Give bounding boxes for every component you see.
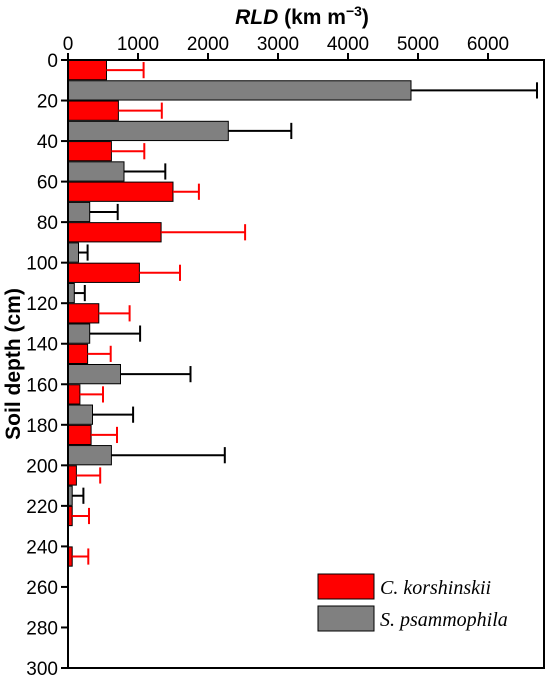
y-tick-label: 220 bbox=[26, 497, 58, 518]
legend-swatch-c-korshinskii bbox=[317, 573, 375, 600]
x-tick-label: 3000 bbox=[257, 34, 299, 55]
y-tick-label: 180 bbox=[26, 416, 58, 437]
y-tick-label: 80 bbox=[37, 213, 58, 234]
bar-s-psammophila bbox=[67, 201, 91, 223]
bar-s-psammophila bbox=[67, 404, 93, 425]
bar-c-korshinskii bbox=[67, 181, 174, 202]
bar-c-korshinskii bbox=[67, 222, 162, 243]
legend-swatch-s-psammophila bbox=[317, 605, 375, 632]
x-axis-title: RLD (km m−3) bbox=[235, 3, 369, 29]
y-tick-label: 20 bbox=[37, 92, 58, 113]
bar-c-korshinskii bbox=[67, 343, 89, 365]
y-axis: 0 20 40 60 80 100 120 140 160 180 200 220 240 260 280 3… bbox=[26, 51, 68, 680]
bar-s-psammophila bbox=[67, 364, 121, 385]
y-tick-label: 240 bbox=[26, 537, 58, 558]
bar-c-korshinskii bbox=[67, 141, 112, 162]
y-tick-label: 260 bbox=[26, 578, 58, 599]
x-tick-label: 0 bbox=[63, 34, 74, 55]
y-tick-label: 0 bbox=[47, 51, 58, 72]
bar-c-korshinskii bbox=[67, 384, 81, 405]
legend-label-c-korshinskii: C. korshinskii bbox=[380, 577, 491, 599]
bar-c-korshinskii bbox=[67, 100, 119, 121]
bar-s-psammophila bbox=[67, 161, 125, 182]
y-tick-label: 200 bbox=[26, 456, 58, 477]
error-bars-layer bbox=[72, 62, 538, 565]
bar-c-korshinskii bbox=[67, 303, 100, 324]
y-tick-label: 60 bbox=[37, 173, 58, 194]
y-tick-label: 300 bbox=[26, 659, 58, 680]
bar-s-psammophila bbox=[67, 242, 79, 263]
bar-s-psammophila bbox=[67, 445, 112, 466]
legend: C. korshinskii S. psammophila bbox=[317, 573, 508, 632]
x-tick-label: 4000 bbox=[327, 34, 369, 55]
bar-s-psammophila bbox=[67, 120, 229, 142]
y-tick-label: 140 bbox=[26, 335, 58, 356]
bar-c-korshinskii bbox=[67, 262, 140, 283]
y-tick-label: 100 bbox=[26, 254, 58, 275]
x-tick-label: 1000 bbox=[117, 34, 159, 55]
y-tick-label: 120 bbox=[26, 294, 58, 315]
plot-frame bbox=[67, 59, 545, 669]
legend-label-s-psammophila: S. psammophila bbox=[380, 609, 508, 631]
y-tick-label: 40 bbox=[37, 132, 58, 153]
y-tick-label: 160 bbox=[26, 375, 58, 396]
bar-s-psammophila bbox=[67, 80, 412, 101]
bar-c-korshinskii bbox=[67, 465, 77, 486]
y-tick-label: 280 bbox=[26, 618, 58, 639]
bar-c-korshinskii bbox=[67, 60, 107, 81]
bar-c-korshinskii bbox=[67, 424, 92, 446]
x-tick-label: 2000 bbox=[187, 34, 229, 55]
x-tick-label: 6000 bbox=[467, 34, 509, 55]
x-tick-label: 5000 bbox=[397, 34, 439, 55]
bar-s-psammophila bbox=[67, 323, 91, 344]
x-axis: 0 1000 2000 3000 4000 5000 6000 bbox=[63, 34, 509, 60]
y-axis-title: Soil depth (cm) bbox=[2, 288, 25, 440]
